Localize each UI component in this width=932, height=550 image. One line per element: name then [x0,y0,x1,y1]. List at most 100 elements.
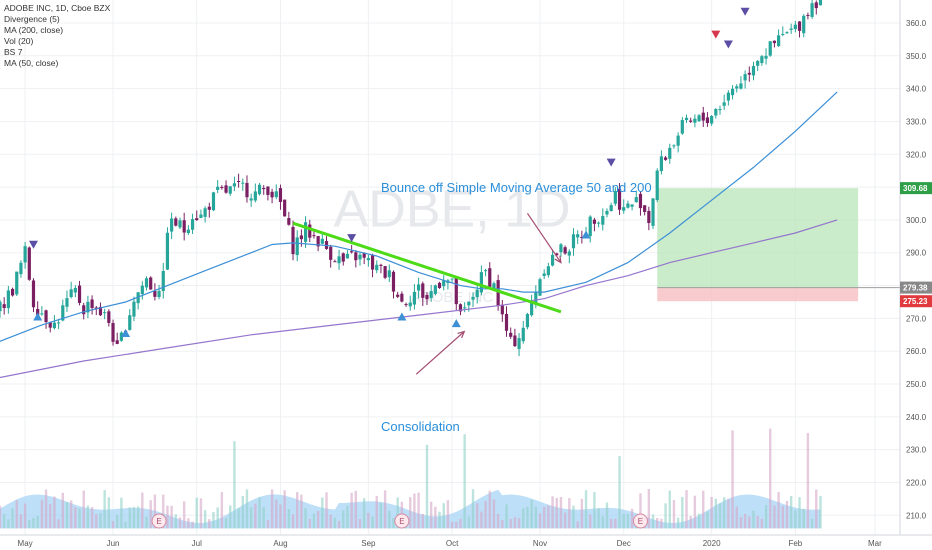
volume-bar [722,497,726,529]
candle [638,191,643,216]
volume-bar [74,507,77,529]
candle [90,295,94,315]
volume-bar [333,517,337,529]
candle-body [262,187,266,190]
volume-bar [409,497,412,529]
candle-body [270,191,274,198]
candle [714,107,718,119]
volume-bar [124,521,127,529]
time-tick-label: Nov [533,539,547,548]
candle [195,210,199,221]
candle-body [730,88,735,96]
candle [647,206,651,231]
volume-bar [69,500,73,529]
signal-down-marker [606,158,616,167]
volume-bar [367,512,370,529]
candle [0,299,2,318]
volume-bar [49,503,52,529]
volume-bar [103,490,106,529]
volume-bar [794,510,797,529]
volume-bar [756,516,759,529]
volume-bar [614,518,617,529]
volume-bar [542,506,546,529]
candle-body [94,307,98,309]
volume-bar [748,516,751,529]
volume-bar [455,521,458,529]
volume-bar [509,518,512,529]
candle-body [743,74,747,81]
candle [722,94,726,110]
candle-body [777,35,781,47]
candle [772,40,777,48]
consolidation-annotation: Consolidation [381,419,460,434]
volume-bar [15,500,18,529]
candle-body [802,15,806,34]
candle-body [617,188,622,210]
candle [576,230,580,245]
candle-body [475,289,479,298]
signal-down-marker [28,240,38,249]
volume-bar [28,520,31,529]
volume-bar [32,517,35,529]
candle [417,277,421,299]
volume-bar [810,518,814,529]
candle-body [350,251,354,253]
stop-price-tag: 275.23 [903,297,928,306]
candle-body [530,302,534,316]
candle-body [659,156,663,172]
candle [329,244,333,268]
candle [659,150,663,175]
candle-body [19,262,23,275]
volume-bar [178,517,182,529]
volume-bar [505,504,508,529]
candle [44,309,48,329]
candle [61,299,65,322]
candle [743,70,747,89]
candle [6,286,10,314]
candle-body [107,311,111,323]
candle-body [756,60,760,66]
candle-body [232,183,237,187]
candle-body [190,219,195,230]
candle [82,302,86,320]
price-tick-label: 320.0 [906,150,927,159]
volume-bar [764,505,768,529]
candle-body [634,197,638,203]
candle [274,184,278,200]
candle-body [165,232,170,270]
price-tick-label: 240.0 [906,413,927,422]
volume-bar [208,519,211,529]
price-tick-label: 290.0 [906,249,927,258]
volume-bar [149,500,152,529]
candle-body [144,278,149,288]
candle [689,117,693,124]
price-tick-label: 220.0 [906,478,927,487]
candle [10,287,15,297]
volume-bar [275,499,278,529]
candle [345,250,350,259]
price-tick-label: 360.0 [906,19,927,28]
volume-bar [639,493,642,529]
candle [488,262,492,288]
candle-body [504,313,509,331]
candle-body [379,264,383,266]
volume-bar [266,520,270,529]
volume-bar [270,489,274,529]
candle [98,302,103,317]
candle-body [684,117,689,121]
candle [220,185,224,190]
candle [412,284,417,310]
volume-bar [53,496,56,529]
candle [739,76,743,90]
candle-body [0,301,2,312]
candle-body [178,220,182,228]
volume-bar [375,495,378,529]
price-tick-label: 340.0 [906,85,927,94]
candle-body [437,282,442,288]
candle [77,280,82,306]
candle [370,253,375,278]
watermark-title: ADBE, 1D [334,180,571,238]
time-tick-label: Jul [192,539,202,548]
volume-bar [789,495,793,529]
